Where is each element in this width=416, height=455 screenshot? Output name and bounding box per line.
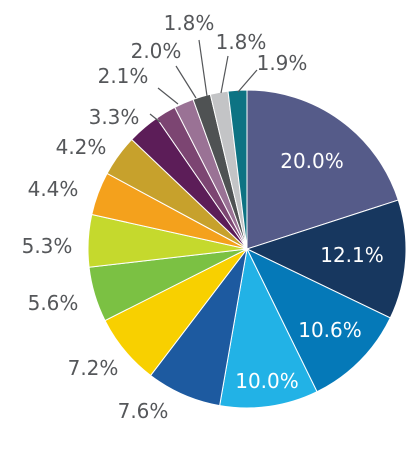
slice-label-8: 5.3% bbox=[22, 234, 73, 258]
pie-slice-1 bbox=[246, 89, 399, 250]
pie-slice-2 bbox=[245, 199, 407, 319]
slice-label-13: 2.0% bbox=[131, 39, 182, 63]
leader-line-15 bbox=[220, 55, 229, 94]
leader-line-12 bbox=[157, 87, 179, 105]
slice-label-6: 7.2% bbox=[68, 356, 119, 380]
slice-label-5: 7.6% bbox=[118, 399, 169, 423]
leader-line-13 bbox=[175, 65, 197, 99]
slice-label-16: 1.9% bbox=[257, 51, 308, 75]
slice-label-11: 3.3% bbox=[89, 105, 140, 129]
leader-line-14 bbox=[198, 39, 208, 97]
slice-label-3: 10.6% bbox=[298, 318, 362, 342]
leader-line-11 bbox=[149, 113, 161, 123]
slice-label-9: 4.4% bbox=[28, 177, 79, 201]
slice-label-4: 10.0% bbox=[235, 369, 299, 393]
slice-label-12: 2.1% bbox=[98, 64, 149, 88]
slice-label-15: 1.8% bbox=[216, 30, 267, 54]
slice-label-7: 5.6% bbox=[28, 291, 79, 315]
slice-label-14: 1.8% bbox=[164, 11, 215, 35]
slice-label-2: 12.1% bbox=[320, 243, 384, 267]
pie-slice-16 bbox=[227, 89, 248, 250]
pie-slice-3 bbox=[245, 247, 391, 393]
pie-slice-4 bbox=[219, 247, 318, 409]
slice-label-10: 4.2% bbox=[56, 135, 107, 159]
slice-label-1: 20.0% bbox=[280, 149, 344, 173]
leader-line-16 bbox=[237, 69, 258, 93]
